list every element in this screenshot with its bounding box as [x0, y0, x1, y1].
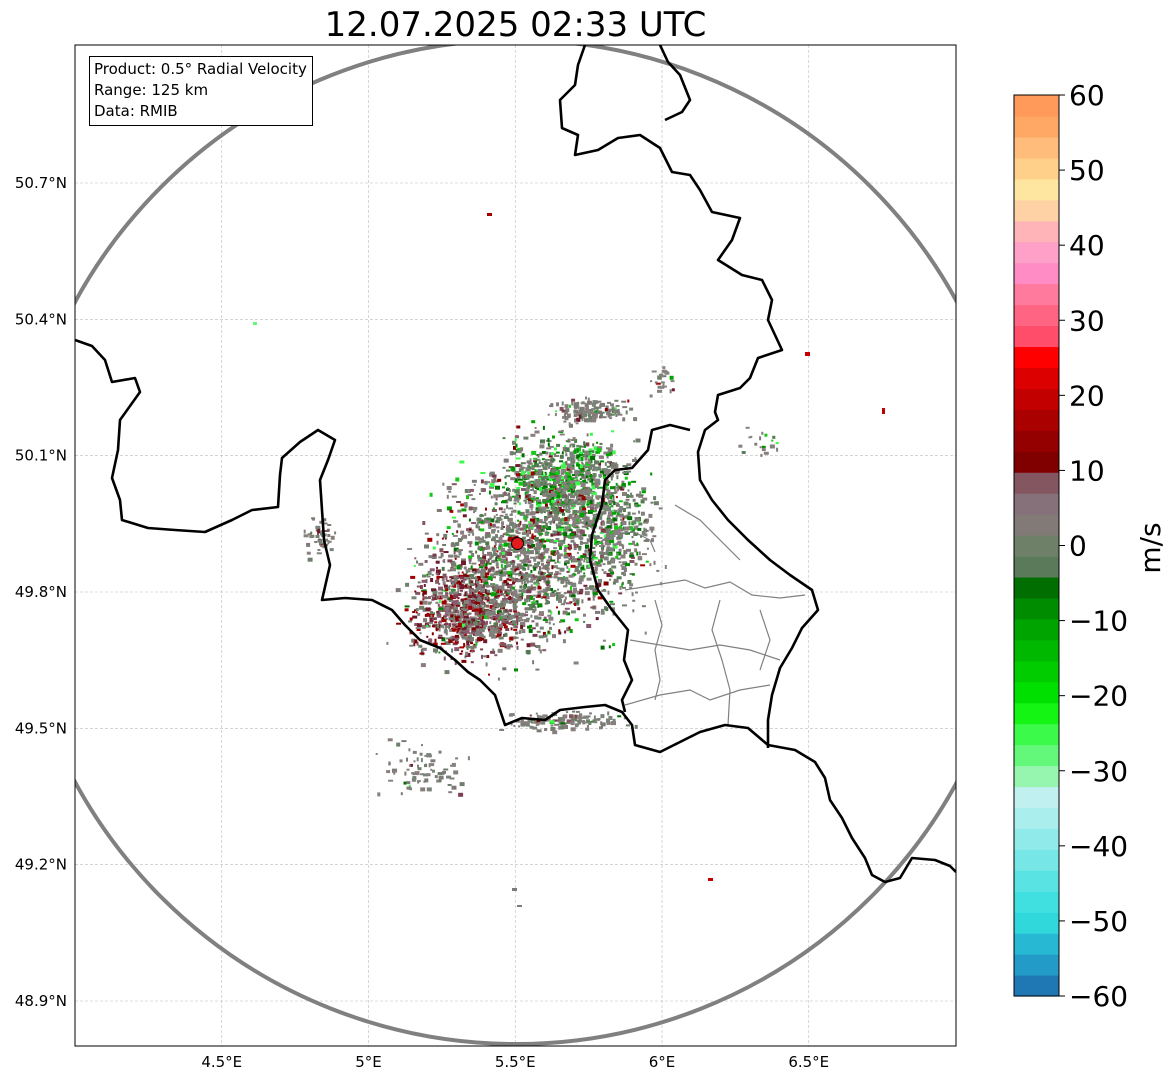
colorbar-band: [1014, 807, 1059, 829]
radar-site-marker: [511, 537, 524, 550]
colorbar-band: [1014, 451, 1059, 473]
colorbar-band: [1014, 241, 1059, 264]
colorbar-band: [1014, 514, 1059, 536]
colorbar-band: [1014, 660, 1059, 683]
lon-tick-label: 5.5°E: [495, 1053, 536, 1071]
colorbar-band: [1014, 535, 1059, 557]
colorbar-band: [1014, 220, 1059, 243]
lon-tick-label: 4.5°E: [201, 1053, 242, 1071]
colorbar-band: [1014, 933, 1059, 955]
lon-tick-label: 6.5°E: [788, 1053, 829, 1071]
lat-tick-label: 50.1°N: [15, 447, 67, 465]
product-info-box: Product: 0.5° Radial Velocity Range: 125…: [89, 56, 313, 126]
colorbar-tick-label: 60: [1069, 79, 1105, 112]
colorbar-band: [1014, 891, 1059, 913]
product-line: Product: 0.5° Radial Velocity: [94, 60, 307, 78]
colorbar-band: [1014, 115, 1059, 138]
range-line: Range: 125 km: [94, 81, 209, 99]
colorbar-band: [1014, 849, 1059, 871]
colorbar-band: [1014, 597, 1059, 620]
colorbar-tick-label: 50: [1069, 154, 1105, 187]
velocity-echoes: [253, 213, 885, 907]
colorbar: 60 50 40 30 20 10 0 −10 −20 −30 −40 −50 −60 m/s: [1013, 79, 1167, 1013]
latitude-ticks: 50.7°N 50.4°N 50.1°N 49.8°N 49.5°N 49.2°N 48.9…: [15, 174, 67, 1010]
colorbar-tick-label: 0: [1069, 530, 1087, 563]
colorbar-unit-label: m/s: [1134, 522, 1167, 573]
colorbar-band: [1014, 95, 1059, 117]
map-title: 12.07.2025 02:33 UTC: [324, 5, 707, 45]
colorbar-band: [1014, 975, 1059, 997]
colorbar-tick-label: −30: [1069, 755, 1128, 788]
colorbar-tick-label: 10: [1069, 454, 1105, 487]
gridlines: [75, 45, 956, 1046]
lat-tick-label: 49.2°N: [15, 856, 67, 874]
colorbar-band: [1014, 325, 1059, 348]
lon-tick-label: 5°E: [355, 1053, 382, 1071]
colorbar-band: [1014, 157, 1059, 180]
colorbar-band: [1014, 954, 1059, 976]
range-ring: [75, 45, 956, 1046]
colorbar-tick-label: 40: [1069, 229, 1105, 262]
colorbar-tick-label: −50: [1069, 905, 1128, 938]
province-boundaries: [595, 504, 806, 726]
lat-tick-label: 49.8°N: [15, 583, 67, 601]
colorbar-band: [1014, 912, 1059, 934]
colorbar-band: [1014, 786, 1059, 809]
colorbar-tick-label: 20: [1069, 379, 1105, 412]
colorbar-tick-label: 30: [1069, 304, 1105, 337]
country-borders: [75, 45, 956, 884]
lat-tick-label: 48.9°N: [15, 992, 67, 1010]
longitude-ticks: 4.5°E 5°E 5.5°E 6°E 6.5°E: [201, 1053, 829, 1071]
colorbar-tick-label: −40: [1069, 830, 1128, 863]
lat-tick-label: 50.4°N: [15, 310, 67, 328]
colorbar-tick-label: −10: [1069, 605, 1128, 638]
colorbar-band: [1014, 576, 1059, 599]
colorbar-band: [1014, 618, 1059, 641]
map-plot-area[interactable]: [14, 40, 1018, 1046]
colorbar-band: [1014, 430, 1059, 452]
colorbar-ticks: 60 50 40 30 20 10 0 −10 −20 −30 −40 −50 −60: [1059, 79, 1128, 1013]
colorbar-band: [1014, 388, 1059, 410]
colorbar-band: [1014, 409, 1059, 431]
colorbar-band: [1014, 744, 1059, 767]
colorbar-band: [1014, 136, 1059, 159]
colorbar-band: [1014, 723, 1059, 746]
colorbar-tick-label: −20: [1069, 680, 1128, 713]
colorbar-tick-label: −60: [1069, 980, 1128, 1013]
colorbar-band: [1014, 178, 1059, 201]
colorbar-band: [1014, 346, 1059, 368]
data-source-line: Data: RMIB: [94, 102, 178, 120]
colorbar-band: [1014, 555, 1059, 578]
colorbar-band: [1014, 765, 1059, 788]
colorbar-band: [1014, 870, 1059, 892]
colorbar-band: [1014, 199, 1059, 222]
colorbar-band: [1014, 262, 1059, 285]
colorbar-band: [1014, 639, 1059, 662]
colorbar-band: [1014, 702, 1059, 725]
lat-tick-label: 49.5°N: [15, 719, 67, 737]
colorbar-band: [1014, 828, 1059, 850]
colorbar-band: [1014, 681, 1059, 704]
colorbar-band: [1014, 472, 1059, 494]
lon-tick-label: 6°E: [649, 1053, 676, 1071]
map-frame: [74, 44, 957, 1047]
colorbar-band: [1014, 283, 1059, 306]
colorbar-bands: [1014, 95, 1059, 997]
colorbar-band: [1014, 493, 1059, 515]
lat-tick-label: 50.7°N: [15, 174, 67, 192]
colorbar-band: [1014, 304, 1059, 327]
colorbar-band: [1014, 367, 1059, 389]
